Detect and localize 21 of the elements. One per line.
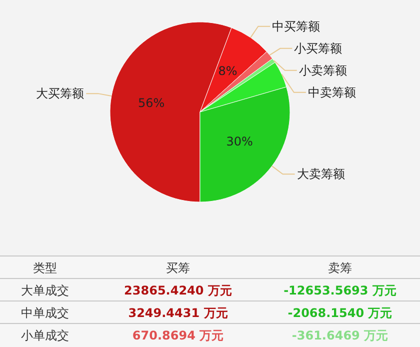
slice-label: 小卖筹额	[298, 63, 347, 78]
data-label: 56%	[138, 96, 165, 110]
slice-label: 大买筹额	[36, 86, 84, 101]
data-label: 23865.4240 万元	[124, 284, 232, 298]
category-label: 大单成交	[21, 284, 69, 298]
data-label: 8%	[218, 64, 238, 78]
text: 卖筹	[328, 261, 352, 275]
data-label: -361.6469 万元	[292, 328, 388, 342]
slice-label: 小买筹额	[294, 41, 342, 56]
category-label: 小单成交	[21, 328, 69, 342]
data-label: 670.8694 万元	[132, 328, 224, 342]
data-label: 30%	[226, 134, 253, 149]
text: 类型	[33, 261, 57, 275]
slice-label: 大卖筹额	[296, 167, 345, 182]
slice-label: 中卖筹额	[308, 85, 356, 100]
slice-label: 中买筹额	[272, 19, 320, 34]
data-label: -2068.1540 万元	[288, 306, 392, 320]
category-label: 中单成交	[21, 306, 69, 320]
text: 买筹	[166, 261, 190, 275]
data-label: -12653.5693 万元	[284, 284, 396, 298]
data-label: 3249.4431 万元	[128, 306, 228, 320]
